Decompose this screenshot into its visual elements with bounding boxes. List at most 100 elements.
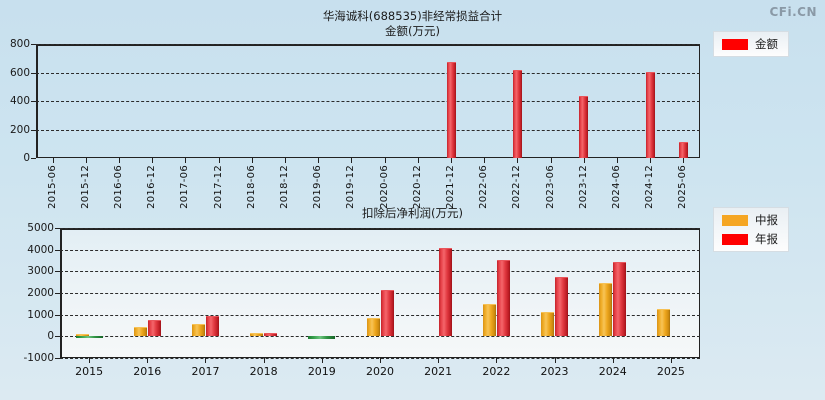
y-tick-label: 800 (9, 38, 30, 50)
x-tick-mark (251, 158, 253, 163)
x-tick-label: 2016-06 (113, 165, 124, 209)
x-tick-mark (496, 358, 498, 363)
y-tick-mark (31, 129, 36, 131)
bar-金额-2024-12 (645, 71, 655, 158)
x-tick-label: 2024-06 (611, 165, 622, 209)
bar-中报-2024 (599, 283, 613, 337)
x-tick-mark (185, 158, 187, 163)
x-tick-label: 2023 (540, 365, 569, 378)
y-tick-mark (31, 72, 36, 74)
x-tick-label: 2016-12 (146, 165, 158, 209)
bar-年报-2018 (264, 333, 278, 337)
x-tick-label: 2017-06 (179, 165, 191, 209)
x-tick-mark (583, 158, 585, 163)
x-tick-mark (152, 158, 154, 163)
bar-金额-2021-12 (446, 61, 456, 158)
bar-negative-2019 (308, 336, 336, 339)
x-tick-mark (438, 358, 440, 363)
x-tick-label: 2017 (191, 365, 220, 378)
legend-swatch-icon (722, 233, 748, 245)
x-tick-mark (683, 158, 685, 163)
top-chart-legend[interactable]: 金额 (713, 31, 789, 57)
y-tick-mark (55, 293, 60, 294)
x-tick-label: 2015-06 (46, 165, 58, 209)
x-tick-label: 2024 (598, 365, 627, 378)
y-tick-label: 0 (47, 330, 54, 343)
bar-中报-2015 (75, 334, 89, 337)
x-tick-label: 2022-12 (511, 165, 523, 209)
x-tick-mark (451, 158, 452, 163)
y-tick-mark (31, 158, 36, 159)
x-tick-mark (417, 158, 419, 163)
x-tick-mark (617, 158, 618, 163)
bar-金额-2023-12 (579, 96, 589, 158)
x-tick-label: 2022-06 (478, 165, 490, 209)
y-tick-label: 5000 (27, 222, 54, 234)
y-tick-label: 1000 (27, 308, 54, 321)
bar-年报-2021 (438, 247, 452, 337)
y-tick-mark (55, 314, 60, 316)
x-tick-mark (89, 358, 91, 363)
bar-中报-2020 (366, 318, 380, 337)
bar-年报-2020 (380, 290, 394, 337)
x-tick-mark (321, 358, 323, 363)
legend-swatch-icon (722, 214, 748, 226)
x-tick-label: 2019 (307, 365, 336, 378)
x-tick-label: 2016 (133, 365, 162, 378)
x-tick-label: 2025 (656, 365, 685, 378)
bar-中报-2017 (191, 323, 205, 337)
x-tick-label: 2025-06 (677, 165, 689, 209)
gridline (36, 72, 700, 74)
gridline (60, 249, 700, 251)
legend-item-年报[interactable]: 年报 (722, 231, 778, 247)
gridline (36, 44, 700, 45)
y-tick-mark (55, 358, 60, 359)
legend-item-中报[interactable]: 中报 (722, 212, 778, 228)
x-tick-label: 2015 (75, 365, 104, 378)
x-tick-mark (612, 358, 614, 363)
x-tick-mark (550, 158, 552, 163)
x-tick-mark (380, 358, 381, 363)
x-tick-label: 2019-06 (312, 165, 324, 209)
bar-年报-2023 (555, 276, 569, 337)
gridline (60, 271, 700, 273)
top-chart-subtitle: 金额(万元) (385, 24, 440, 38)
x-tick-mark (384, 158, 386, 163)
y-tick-label: -1000 (23, 352, 54, 364)
bar-中报-2018 (250, 332, 264, 337)
x-tick-label: 2018-12 (279, 165, 290, 209)
legend-swatch-icon (722, 38, 748, 50)
x-tick-label: 2020-06 (378, 165, 390, 209)
x-tick-mark (147, 358, 149, 363)
x-tick-label: 2023-06 (544, 165, 556, 209)
x-tick-mark (263, 358, 265, 363)
x-tick-mark (85, 158, 87, 163)
x-tick-label: 2017-12 (212, 165, 224, 209)
y-tick-label: 2000 (27, 287, 54, 299)
bar-中报-2016 (133, 326, 147, 337)
gridline (60, 293, 700, 294)
gridline (60, 228, 700, 229)
bottom-chart-plot-area: -1000 0 1000 2000 3000 4000 5000 2015 2016 2017 2… (23, 222, 700, 378)
x-tick-label: 2020 (366, 365, 394, 378)
y-tick-mark (31, 44, 36, 45)
bottom-chart-legend[interactable]: 中报 年报 (713, 207, 789, 252)
x-tick-mark (351, 158, 353, 163)
gridline (60, 314, 700, 316)
y-tick-mark (55, 228, 60, 229)
y-tick-mark (55, 271, 60, 273)
page-title: 华海诚科(688535)非经常损益合计 (322, 9, 503, 23)
bar-年报-2017 (205, 315, 219, 337)
x-tick-mark (484, 158, 486, 163)
y-tick-label: 4000 (27, 243, 54, 256)
x-tick-label: 2024-12 (644, 165, 656, 209)
x-tick-mark (650, 158, 652, 163)
gridline (60, 336, 700, 338)
x-tick-label: 2018 (249, 365, 278, 378)
x-tick-mark (119, 158, 120, 163)
x-tick-mark (318, 158, 320, 163)
y-tick-label: 600 (9, 66, 30, 79)
x-tick-label: 2019-12 (345, 165, 357, 209)
legend-item-金额[interactable]: 金额 (722, 36, 778, 52)
